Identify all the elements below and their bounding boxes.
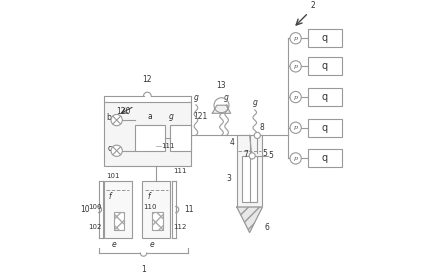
Bar — [308, 150, 342, 167]
Circle shape — [254, 132, 260, 138]
Bar — [308, 58, 342, 75]
Text: b: b — [107, 113, 112, 122]
Text: a: a — [148, 112, 152, 121]
Text: 2: 2 — [311, 1, 316, 10]
Text: g: g — [224, 93, 229, 102]
Bar — [152, 212, 163, 230]
Bar — [135, 125, 165, 151]
Text: f: f — [148, 192, 150, 201]
Text: 1: 1 — [141, 264, 146, 273]
Text: g: g — [253, 98, 257, 107]
Text: 12: 12 — [143, 75, 152, 84]
Circle shape — [290, 33, 301, 44]
Polygon shape — [237, 207, 262, 233]
Bar — [114, 212, 124, 230]
Text: f: f — [109, 192, 112, 201]
Bar — [152, 212, 163, 230]
Bar — [308, 88, 342, 106]
Bar — [142, 181, 171, 238]
Text: 102: 102 — [88, 224, 101, 230]
Bar — [308, 29, 342, 47]
Polygon shape — [212, 105, 231, 113]
Text: c: c — [108, 144, 112, 153]
Text: 4: 4 — [229, 138, 234, 147]
Text: q: q — [322, 33, 328, 43]
Bar — [242, 156, 257, 202]
Bar — [104, 181, 132, 238]
Circle shape — [290, 122, 301, 133]
Text: p: p — [294, 156, 298, 161]
Bar — [104, 102, 191, 166]
Circle shape — [290, 153, 301, 164]
Text: 10: 10 — [80, 205, 90, 214]
Bar — [171, 125, 191, 151]
Text: 3: 3 — [227, 174, 232, 183]
Text: 100: 100 — [88, 204, 101, 210]
Text: 13: 13 — [217, 81, 226, 90]
Text: 120: 120 — [117, 107, 131, 116]
Circle shape — [111, 145, 122, 156]
Circle shape — [290, 92, 301, 103]
Text: q: q — [322, 123, 328, 133]
Text: g: g — [194, 93, 198, 102]
Circle shape — [111, 115, 122, 126]
Text: 5: 5 — [269, 151, 274, 160]
Text: 8: 8 — [260, 122, 264, 132]
Text: 111: 111 — [161, 143, 175, 149]
Text: g: g — [169, 112, 174, 121]
Bar — [237, 135, 262, 207]
Circle shape — [249, 153, 255, 159]
Text: p: p — [294, 125, 298, 130]
Text: 111: 111 — [173, 168, 187, 174]
Text: p: p — [294, 95, 298, 99]
Text: p: p — [294, 36, 298, 41]
Text: 7: 7 — [244, 150, 249, 159]
Text: p: p — [294, 64, 298, 69]
Bar — [114, 212, 124, 230]
Bar — [308, 119, 342, 137]
Text: 11: 11 — [184, 205, 194, 214]
Text: 121: 121 — [194, 112, 208, 121]
Text: 110: 110 — [144, 204, 157, 210]
Text: e: e — [112, 240, 117, 249]
Text: 101: 101 — [106, 173, 120, 179]
Text: 6: 6 — [265, 223, 270, 232]
Text: 5: 5 — [262, 149, 267, 158]
Circle shape — [290, 61, 301, 72]
Text: q: q — [322, 92, 328, 102]
Text: q: q — [322, 61, 328, 72]
Text: e: e — [150, 240, 155, 249]
Text: q: q — [322, 153, 328, 163]
Text: 112: 112 — [173, 224, 187, 230]
